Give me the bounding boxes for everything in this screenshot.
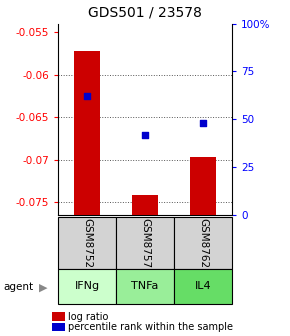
Bar	[174, 269, 232, 304]
Bar	[74, 51, 100, 215]
Bar	[58, 269, 116, 304]
Text: GSM8752: GSM8752	[82, 218, 92, 268]
Text: ▶: ▶	[39, 282, 48, 292]
Text: GSM8762: GSM8762	[198, 218, 208, 268]
Text: IL4: IL4	[195, 282, 211, 291]
Bar	[132, 196, 158, 215]
Bar	[190, 157, 216, 215]
Bar	[116, 217, 174, 269]
Point	[143, 132, 147, 137]
Text: IFNg: IFNg	[75, 282, 99, 291]
Bar	[116, 269, 174, 304]
Text: percentile rank within the sample: percentile rank within the sample	[68, 322, 233, 332]
Text: GSM8757: GSM8757	[140, 218, 150, 268]
Text: TNFa: TNFa	[131, 282, 159, 291]
Bar	[174, 217, 232, 269]
Point	[85, 94, 89, 99]
Text: log ratio: log ratio	[68, 312, 108, 322]
Bar	[58, 217, 116, 269]
Text: agent: agent	[3, 282, 33, 292]
Point	[201, 120, 205, 126]
Title: GDS501 / 23578: GDS501 / 23578	[88, 6, 202, 19]
